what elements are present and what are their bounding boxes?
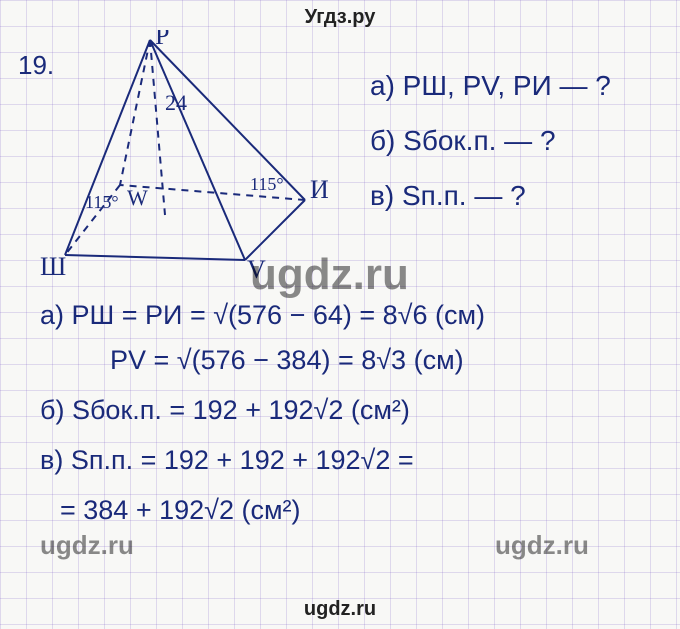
height-24: 24 [165, 90, 187, 115]
problem-number: 19. [18, 50, 54, 81]
angle-115a: 115° [85, 192, 119, 212]
sol-b: б) Sбок.п. = 192 + 192√2 (см²) [40, 395, 410, 426]
angle-115b: 115° [250, 174, 284, 194]
vertex-i: И [310, 175, 329, 204]
given-b: б) Sбок.п. — ? [370, 125, 556, 157]
given-c: в) Sп.п. — ? [370, 180, 526, 212]
apex-label: P [155, 30, 169, 50]
sol-a-line1: а) PШ = PИ = √(576 − 64) = 8√6 (см) [40, 300, 485, 331]
watermark-bottom-left: ugdz.ru [40, 530, 134, 561]
sol-c-line2: = 384 + 192√2 (см²) [60, 495, 301, 526]
site-footer: ugdz.ru [0, 598, 680, 621]
sol-c-line1: в) Sп.п. = 192 + 192 + 192√2 = [40, 445, 414, 476]
sol-a-line2: PV = √(576 − 384) = 8√3 (см) [110, 345, 464, 376]
given-a: а) PШ, PV, PИ — ? [370, 70, 611, 102]
watermark-bottom-right: ugdz.ru [495, 530, 589, 561]
vertex-w: W [127, 185, 148, 210]
site-header: Угдз.ру [0, 6, 680, 29]
watermark-main: ugdz.ru [250, 250, 409, 300]
vertex-sh: Ш [40, 252, 66, 280]
pyramid-diagram: P Ш V И W 24 115° 115° [35, 30, 335, 280]
